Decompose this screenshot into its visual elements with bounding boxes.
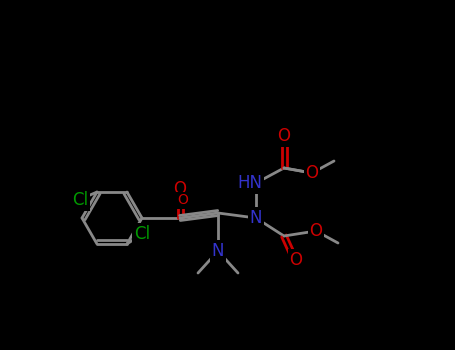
Text: HN: HN [238, 174, 263, 192]
Text: N: N [212, 242, 224, 260]
Text: O: O [173, 180, 187, 198]
Text: O: O [278, 127, 290, 145]
Text: O: O [305, 164, 318, 182]
Text: O: O [177, 194, 188, 208]
Text: O: O [289, 251, 303, 269]
Text: Cl: Cl [134, 225, 150, 243]
Text: O: O [309, 222, 323, 240]
Text: Cl: Cl [72, 191, 88, 209]
Text: N: N [250, 209, 262, 227]
